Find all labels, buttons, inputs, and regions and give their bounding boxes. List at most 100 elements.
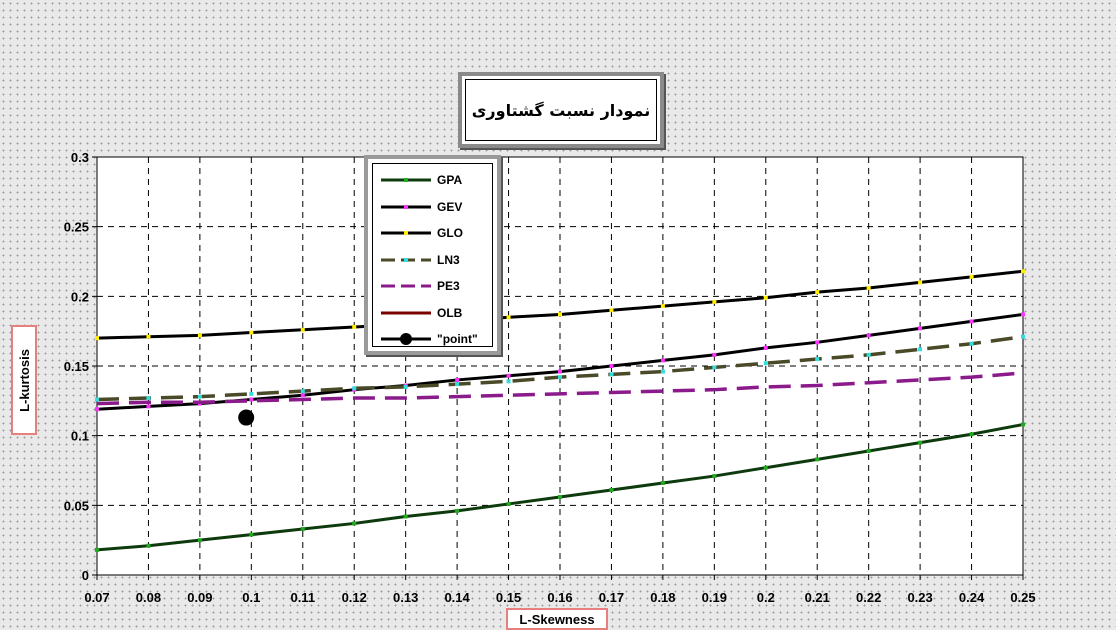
series-gpa-point xyxy=(712,474,717,479)
legend-swatch xyxy=(381,178,431,182)
series-ln3-point xyxy=(352,386,357,391)
x-tick-label: 0.25 xyxy=(1010,590,1035,605)
grid-lines xyxy=(97,157,1023,575)
series-glo-point xyxy=(763,295,768,300)
y-tick-label: 0.3 xyxy=(71,150,89,165)
legend-item-olb: OLB xyxy=(379,302,497,324)
legend-label-gev: GEV xyxy=(437,199,463,214)
series-gev-point xyxy=(763,345,768,350)
series-glo-point xyxy=(712,299,717,304)
y-tick-label: 0.15 xyxy=(64,359,89,374)
series-ln3-point xyxy=(1021,334,1025,339)
x-tick-label: 0.14 xyxy=(444,590,470,605)
y-tick-label: 0.05 xyxy=(64,498,89,513)
x-tick-label: 0.12 xyxy=(342,590,367,605)
series-glo-point xyxy=(1021,269,1025,274)
y-tick-label: 0.1 xyxy=(71,429,89,444)
chart-title-box: نمودار نسبت گشتاوری xyxy=(458,72,664,148)
series-gpa-point xyxy=(866,448,871,453)
series-gev-point xyxy=(146,404,151,409)
series-gev-point xyxy=(249,397,254,402)
series-gev-point xyxy=(455,377,460,382)
x-axis-title: L-Skewness xyxy=(506,608,608,630)
legend-swatch-marker xyxy=(404,178,408,182)
series-ln3-point xyxy=(197,394,202,399)
series-ln3-point xyxy=(609,372,614,377)
y-tick-label: 0.25 xyxy=(64,220,89,235)
series-layer xyxy=(95,269,1025,552)
legend-swatch-marker xyxy=(404,204,408,209)
series-gev-point xyxy=(506,373,511,378)
series-ln3-point xyxy=(763,361,768,366)
series-gpa-point xyxy=(403,514,408,519)
series-gev-point xyxy=(712,352,717,357)
series-gpa-point xyxy=(558,494,562,499)
series-gpa-point xyxy=(95,547,99,552)
x-tick-label: 0.09 xyxy=(187,590,212,605)
series-gev-point xyxy=(609,364,614,368)
legend-item-pe3: PE3 xyxy=(379,275,497,297)
series-ln3-point xyxy=(403,384,408,389)
series-ln3-point xyxy=(815,357,820,362)
legend-swatch xyxy=(381,204,431,209)
y-tick-label: 0 xyxy=(82,568,89,583)
series-gev-point xyxy=(815,340,820,345)
series-glo-point xyxy=(95,336,99,341)
series-gev-point xyxy=(1021,312,1025,317)
legend-item-ln3: LN3 xyxy=(379,249,497,271)
legend-item-gev: GEV xyxy=(379,196,497,218)
series-glo-point xyxy=(146,334,151,339)
series-ln3-point xyxy=(249,391,254,396)
series-ln3-point xyxy=(146,396,151,401)
series-ln3-point xyxy=(558,375,562,380)
y-axis-title-text: L-kurtosis xyxy=(16,348,32,412)
series-gev-point xyxy=(866,333,871,338)
series-point-marker xyxy=(238,409,255,426)
x-tick-label: 0.11 xyxy=(290,590,315,605)
legend-label-glo: GLO xyxy=(437,226,463,240)
series-gev-point xyxy=(969,319,974,324)
legend-item-glo: GLO xyxy=(379,222,497,244)
series-glo-point xyxy=(300,327,305,332)
series-glo-point xyxy=(506,315,511,320)
legend-swatch xyxy=(381,284,431,288)
legend-swatch-marker xyxy=(404,257,408,262)
legend-swatch xyxy=(381,231,431,235)
x-tick-label: 0.13 xyxy=(393,590,418,605)
legend-swatch xyxy=(381,311,431,314)
series-gev-point xyxy=(95,407,99,412)
legend-label-pe3: PE3 xyxy=(437,279,460,293)
series-glo-point xyxy=(815,290,820,295)
series-ln3-point xyxy=(918,347,923,352)
series-ln3-point xyxy=(300,389,305,394)
x-tick-label: 0.15 xyxy=(496,590,521,605)
series-gpa-point xyxy=(506,501,511,506)
series-gpa-point xyxy=(969,432,974,437)
legend-label-olb: OLB xyxy=(437,305,463,320)
series-glo-point xyxy=(918,280,923,285)
series-pe3-line xyxy=(96,371,1024,406)
series-gpa-point xyxy=(197,538,202,543)
series-ln3-point xyxy=(969,341,974,346)
series-glo-point xyxy=(352,324,357,329)
series-gpa-point xyxy=(249,532,254,537)
series-ln3-point xyxy=(660,369,665,374)
legend-item-point: "point" xyxy=(379,328,497,350)
series-gpa-point xyxy=(1021,422,1025,427)
x-tick-label: 0.16 xyxy=(547,590,572,605)
legend-label-ln3: LN3 xyxy=(437,252,460,267)
legend-swatch xyxy=(381,257,431,262)
x-tick-label: 0.1 xyxy=(242,590,260,605)
x-tick-label: 0.2 xyxy=(757,590,775,605)
legend-swatch xyxy=(381,333,431,345)
series-glo-point xyxy=(866,285,871,290)
legend-inner: GPA GEV GLO LN3 PE3 OLB "point" xyxy=(372,163,493,347)
x-tick-label: 0.08 xyxy=(136,590,161,605)
series-ln3-point xyxy=(506,379,511,384)
x-tick-label: 0.22 xyxy=(856,590,881,605)
series-gev-point xyxy=(918,326,923,331)
legend-swatch-marker xyxy=(400,333,412,345)
axes: 0.07 0.08 0.09 0.1 0.11 0.12 0.13 0.14 0.15 0.16 0… xyxy=(64,150,1036,605)
series-ln3-point xyxy=(455,382,460,387)
